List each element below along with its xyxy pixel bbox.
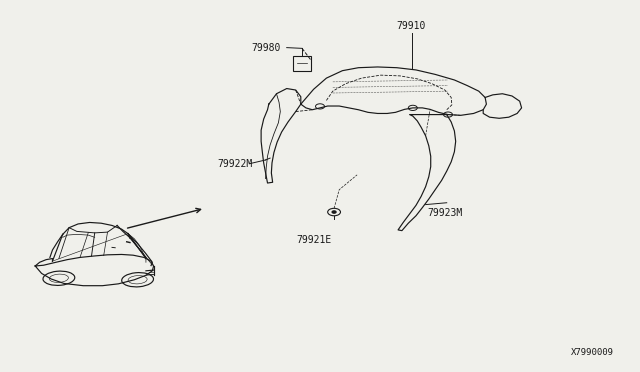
- Text: 79923M: 79923M: [428, 208, 463, 218]
- Text: 79910: 79910: [397, 20, 426, 31]
- Text: 79921E: 79921E: [296, 235, 332, 245]
- Text: 79922M: 79922M: [218, 159, 253, 169]
- Text: 79980: 79980: [251, 43, 280, 52]
- Text: X7990009: X7990009: [572, 348, 614, 357]
- Circle shape: [332, 211, 336, 213]
- Bar: [293, 56, 311, 71]
